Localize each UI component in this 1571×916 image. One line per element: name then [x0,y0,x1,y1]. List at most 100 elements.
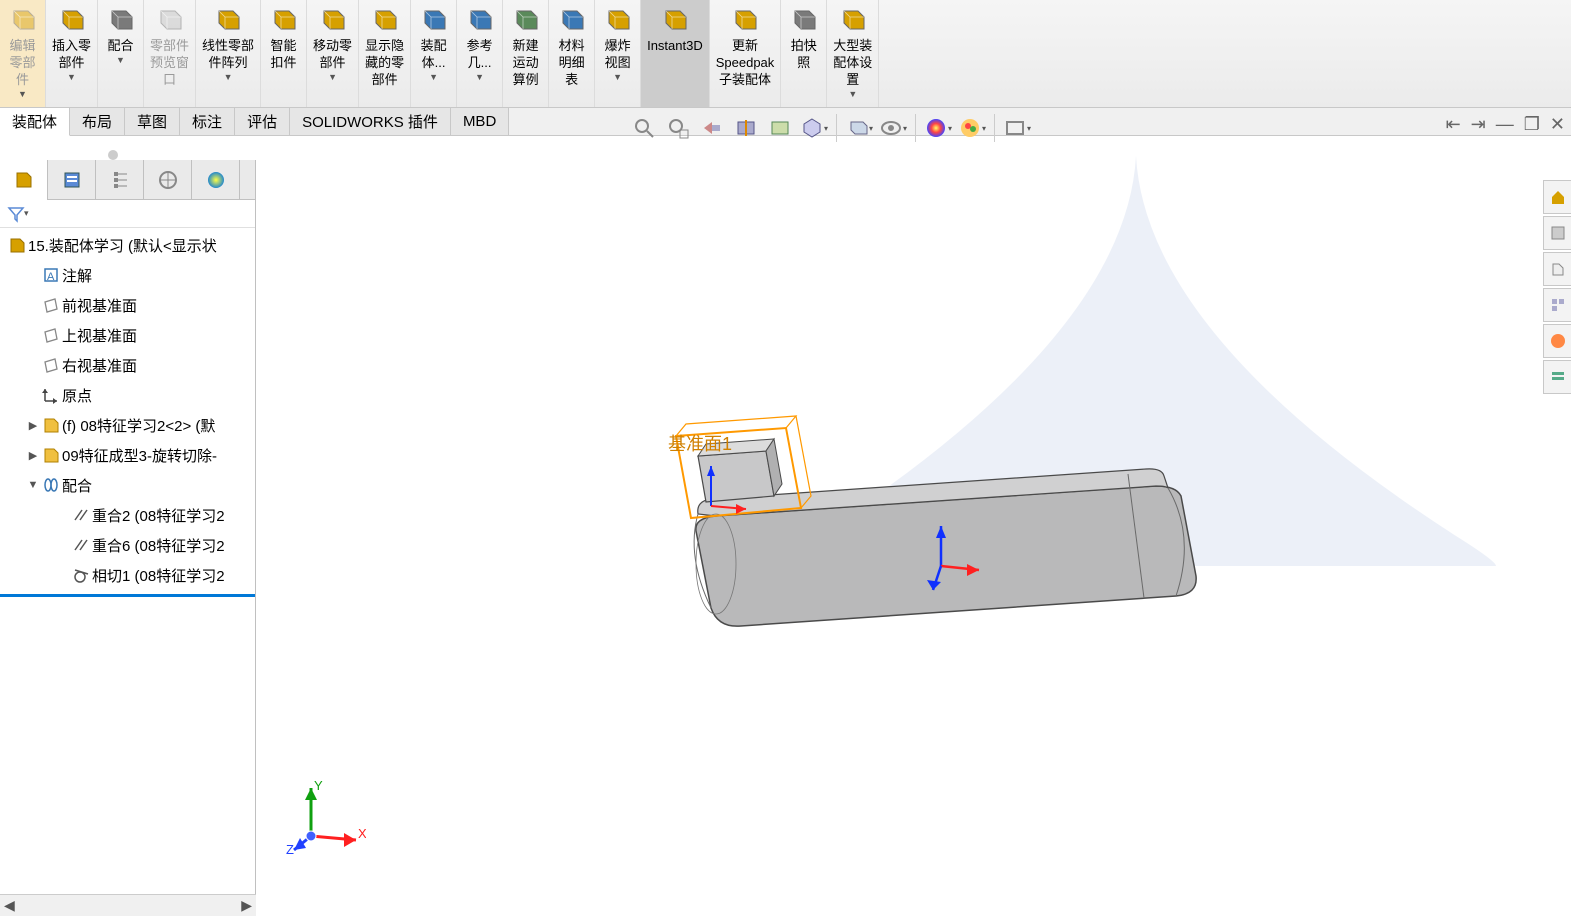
scroll-right-icon[interactable]: ▶ [241,897,252,914]
panel-handle[interactable] [108,150,118,160]
mates-icon [40,476,62,494]
feature-tree: 15.装配体学习 (默认<显示状A注解前视基准面上视基准面右视基准面原点 ▶ (f)… [0,228,255,916]
tree-root[interactable]: 15.装配体学习 (默认<显示状 [0,230,255,260]
assembly-feat-icon [418,4,450,36]
part-icon [40,416,62,434]
tree-item[interactable]: 前视基准面 [0,290,255,320]
expand-icon[interactable]: ▼ [26,479,40,491]
model-3d[interactable] [656,396,1216,676]
tree-item[interactable]: 右视基准面 [0,350,255,380]
zoom-area-icon[interactable] [664,114,692,142]
scroll-left-icon[interactable]: ◀ [4,897,15,914]
apply-scene-icon[interactable]: ▾ [958,114,986,142]
panel-scrollbar[interactable]: ◀ ▶ [0,894,256,916]
tree-item-label: (f) 08特征学习2<2> (默 [62,415,215,436]
instant3d-button[interactable]: Instant3D [641,0,710,107]
taskpane-design-library-icon[interactable] [1543,216,1571,250]
new-motion-label: 新建 运动 算例 [513,38,539,89]
ref-geom-button[interactable]: 参考 几...▼ [457,0,503,107]
new-motion-button[interactable]: 新建 运动 算例 [503,0,549,107]
move-part-button[interactable]: 移动零 部件▼ [307,0,359,107]
view-settings-icon[interactable]: ▾ [1003,114,1031,142]
tab-annotate[interactable]: 标注 [180,108,235,135]
tree-item[interactable]: A注解 [0,260,255,290]
tree-item[interactable]: ▼配合 [0,470,255,500]
insert-part-button[interactable]: 插入零 部件▼ [46,0,98,107]
bom-button[interactable]: 材料 明细 表 [549,0,595,107]
update-speedpak-button[interactable]: 更新 Speedpak 子装配体 [710,0,782,107]
minimize-icon[interactable]: ― [1496,114,1514,135]
section-view-icon[interactable] [732,114,760,142]
assembly-feat-label: 装配 体... [421,38,447,72]
display-manager-tab[interactable] [192,160,240,200]
view-orientation-icon[interactable]: ▾ [800,114,828,142]
taskpane-appearances-icon[interactable] [1543,324,1571,358]
preview-window-icon [154,4,186,36]
collapse-right-icon[interactable]: ⇥ [1471,114,1486,135]
smart-fastener-label: 智能 扣件 [271,38,297,72]
move-part-icon [317,4,349,36]
taskpane-custom-props-icon[interactable] [1543,360,1571,394]
assembly-feat-button[interactable]: 装配 体...▼ [411,0,457,107]
zoom-to-fit-icon[interactable] [630,114,658,142]
linear-pattern-button[interactable]: 线性零部 件阵列▼ [196,0,261,107]
previous-view-icon[interactable] [698,114,726,142]
bom-icon [556,4,588,36]
feature-filter[interactable]: ▾ [0,200,255,228]
view-triad[interactable]: Y X Z [286,776,366,856]
tab-evaluate[interactable]: 评估 [235,108,290,135]
snapshot-button[interactable]: 拍快 照 [781,0,827,107]
feature-manager-tab[interactable] [0,160,48,200]
close-icon[interactable]: ✕ [1550,114,1565,135]
maximize-icon[interactable]: ❐ [1524,114,1540,135]
exploded-view-button[interactable]: 爆炸 视图▼ [595,0,641,107]
tree-item[interactable]: 相切1 (08特征学习2 [0,560,255,590]
tree-item[interactable]: 重合6 (08特征学习2 [0,530,255,560]
edit-appearance-icon[interactable]: ▾ [924,114,952,142]
tree-item-label: 原点 [62,385,92,406]
dynamic-annotation-icon[interactable] [766,114,794,142]
ann-icon: A [40,266,62,284]
svg-text:Y: Y [314,778,323,793]
taskpane-view-palette-icon[interactable] [1543,288,1571,322]
property-manager-tab[interactable] [48,160,96,200]
show-hide-button[interactable]: 显示隐 藏的零 部件 [359,0,411,107]
tree-item-label: 重合2 (08特征学习2 [92,505,225,526]
large-asm-button[interactable]: 大型装 配体设 置▼ [827,0,879,107]
smart-fastener-icon [268,4,300,36]
origin-icon [40,386,62,404]
smart-fastener-button[interactable]: 智能 扣件 [261,0,307,107]
tree-item-label: 相切1 (08特征学习2 [92,565,225,586]
tab-sketch[interactable]: 草图 [125,108,180,135]
collapse-left-icon[interactable]: ⇤ [1446,114,1461,135]
tab-layout[interactable]: 布局 [70,108,125,135]
plane-icon [40,326,62,344]
large-asm-label: 大型装 配体设 置 [833,38,872,89]
tab-addins[interactable]: SOLIDWORKS 插件 [290,108,451,135]
taskpane-file-explorer-icon[interactable] [1543,252,1571,286]
new-motion-icon [510,4,542,36]
show-hide-icon [369,4,401,36]
tangent-icon [70,566,92,584]
display-style-icon[interactable]: ▾ [845,114,873,142]
edit-part-icon [7,4,39,36]
tab-mbd[interactable]: MBD [451,108,509,135]
tree-item[interactable]: 原点 [0,380,255,410]
tree-item[interactable]: ▶ (f) 08特征学习2<2> (默 [0,410,255,440]
taskpane-home-icon[interactable] [1543,180,1571,214]
tree-item[interactable]: ▶09特征成型3-旋转切除- [0,440,255,470]
tab-assembly[interactable]: 装配体 [0,108,70,136]
svg-text:A: A [47,271,55,283]
chevron-down-icon: ▼ [224,72,233,82]
dimxpert-manager-tab[interactable] [144,160,192,200]
hide-show-icon[interactable]: ▾ [879,114,907,142]
mate-button[interactable]: 配合▼ [98,0,144,107]
linear-pattern-label: 线性零部 件阵列 [202,38,254,72]
expand-icon[interactable]: ▶ [26,449,40,462]
configuration-manager-tab[interactable] [96,160,144,200]
expand-icon[interactable]: ▶ [26,419,40,432]
graphics-area[interactable]: 基准面1 [256,136,1543,916]
tree-item[interactable]: 重合2 (08特征学习2 [0,500,255,530]
show-hide-label: 显示隐 藏的零 部件 [365,38,404,89]
tree-item[interactable]: 上视基准面 [0,320,255,350]
